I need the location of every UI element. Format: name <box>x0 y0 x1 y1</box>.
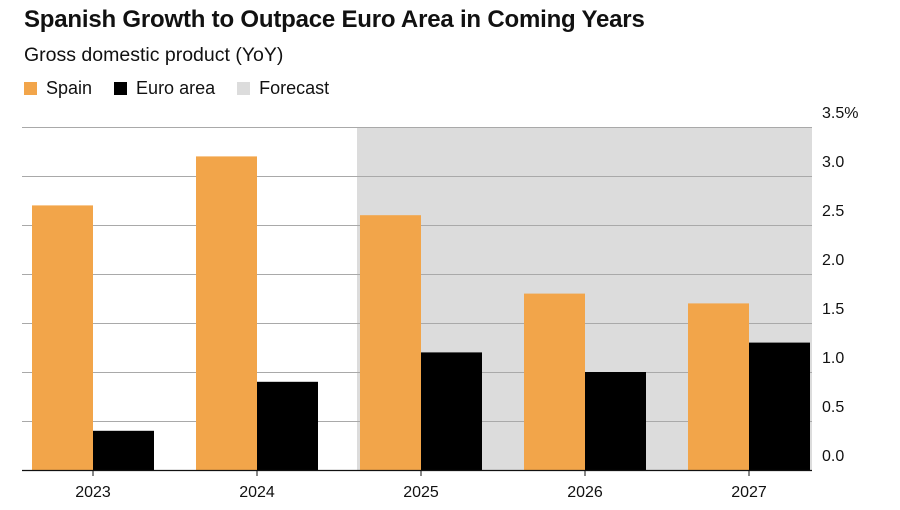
y-tick-label: 3.5% <box>822 105 858 122</box>
legend-label-spain: Spain <box>46 78 93 98</box>
x-tick-label: 2026 <box>567 484 603 501</box>
x-tick-label: 2025 <box>403 484 439 501</box>
y-tick-label: 0.0 <box>822 448 844 465</box>
bar-spain-2027 <box>688 303 749 470</box>
bar-euro-area-2024 <box>257 381 318 470</box>
legend: Spain Euro area Forecast <box>24 78 351 99</box>
y-tick-label: 0.5 <box>822 399 844 416</box>
bar-euro-area-2023 <box>93 430 154 470</box>
legend-item-spain: Spain <box>24 78 92 99</box>
chart-title: Spanish Growth to Outpace Euro Area in C… <box>24 6 645 33</box>
bar-euro-area-2026 <box>585 372 646 470</box>
x-tick-label: 2024 <box>239 484 275 501</box>
bar-spain-2025 <box>360 215 421 470</box>
legend-label-euro-area: Euro area <box>136 78 216 98</box>
bar-euro-area-2025 <box>421 352 482 470</box>
bar-spain-2024 <box>196 156 257 470</box>
y-tick-label: 1.5 <box>822 301 844 318</box>
legend-swatch-spain <box>24 82 37 95</box>
bar-spain-2026 <box>524 293 585 470</box>
y-tick-label: 2.5 <box>822 203 844 220</box>
x-tick-label: 2027 <box>731 484 767 501</box>
y-tick-label: 2.0 <box>822 252 844 269</box>
legend-item-forecast: Forecast <box>237 78 329 99</box>
legend-label-forecast: Forecast <box>259 78 330 98</box>
y-tick-label: 1.0 <box>822 350 844 367</box>
x-tick-label: 2023 <box>75 484 111 501</box>
y-tick-label: 3.0 <box>822 154 844 171</box>
bar-spain-2023 <box>32 205 93 470</box>
legend-item-euro-area: Euro area <box>114 78 215 99</box>
bar-euro-area-2027 <box>749 342 810 470</box>
legend-swatch-euro-area <box>114 82 128 95</box>
chart-subtitle: Gross domestic product (YoY) <box>24 44 284 66</box>
legend-swatch-forecast <box>237 82 251 95</box>
